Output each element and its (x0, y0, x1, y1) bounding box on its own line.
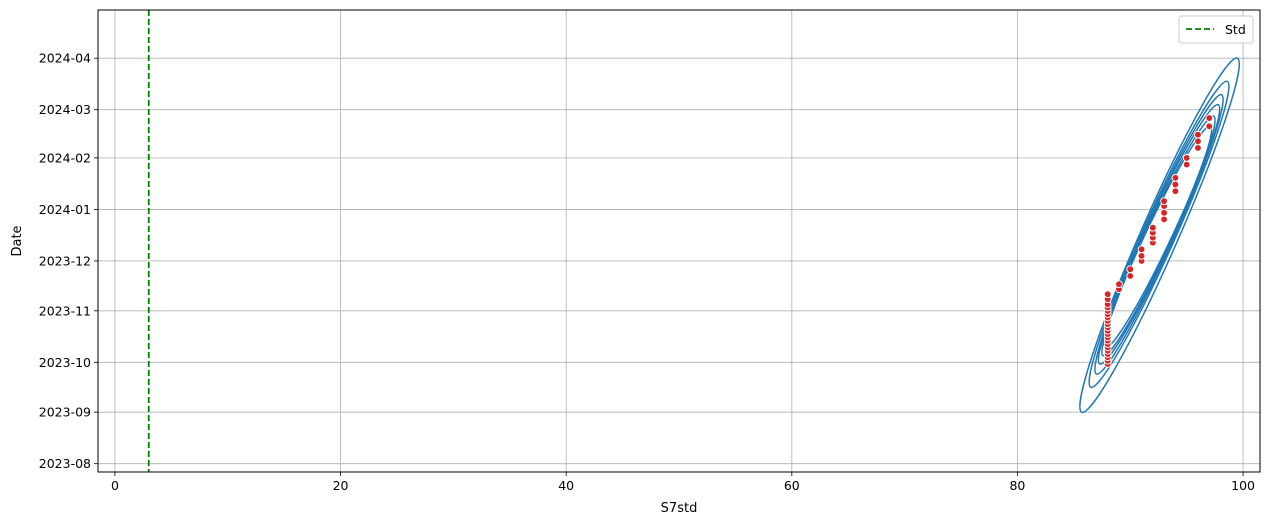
y-axis-label: Date (10, 225, 25, 256)
x-tick-label: 40 (558, 478, 574, 493)
kde-contour (1088, 80, 1230, 389)
y-tick-label: 2023-10 (39, 355, 91, 370)
legend-box (1178, 15, 1254, 44)
y-tick-label: 2024-04 (39, 51, 91, 66)
scatter-point (1194, 144, 1202, 152)
y-tick-label: 2023-11 (39, 303, 91, 318)
plot-frame (97, 9, 1261, 473)
scatter-point (1160, 197, 1168, 205)
y-tick-label: 2023-09 (39, 405, 91, 420)
scatter-point (1194, 137, 1202, 146)
scatter-point (1148, 223, 1157, 232)
scatter-point (1115, 280, 1123, 289)
y-tick-label: 2024-02 (39, 150, 91, 165)
y-axis-ticks: 2023-08 2023-09 2023-10 2023-11 2023-12 2024-… (39, 51, 98, 471)
scatter-point (1126, 272, 1135, 280)
kde-contour (1097, 103, 1221, 365)
legend: Std (1178, 15, 1254, 44)
scatter-point (1171, 187, 1180, 195)
y-tick-label: 2023-08 (39, 456, 91, 471)
kde-contour (1094, 93, 1224, 375)
scatter-point (1205, 122, 1214, 131)
scatter-point (1137, 245, 1146, 254)
x-tick-label: 100 (1231, 478, 1255, 493)
scatter-point (1171, 173, 1180, 182)
scatter-point (1103, 290, 1112, 299)
scatter-point (1194, 130, 1202, 139)
scatter-point (1160, 215, 1168, 224)
scatter-point (1137, 252, 1146, 260)
scatter-point (1171, 180, 1180, 189)
scatter-points (1103, 114, 1214, 368)
x-tick-label: 0 (111, 478, 119, 493)
x-tick-label: 60 (784, 478, 800, 493)
y-tick-label: 2023-12 (39, 253, 91, 268)
y-tick-label: 2024-01 (39, 202, 91, 217)
scatter-point (1126, 265, 1135, 274)
x-tick-label: 80 (1009, 478, 1025, 493)
x-axis-ticks: 0 20 40 60 80 100 (111, 472, 1255, 493)
x-axis-label: S7std (661, 501, 698, 516)
scatter-point (1182, 160, 1191, 169)
grid-lines (98, 10, 1260, 472)
scatter-point (1160, 208, 1168, 217)
legend-std-label: Std (1225, 22, 1246, 37)
x-tick-label: 20 (333, 478, 349, 493)
kde-contour (1079, 57, 1241, 414)
y-tick-label: 2024-03 (39, 102, 91, 117)
scatter-point (1205, 114, 1214, 122)
scatter-point (1182, 154, 1191, 162)
